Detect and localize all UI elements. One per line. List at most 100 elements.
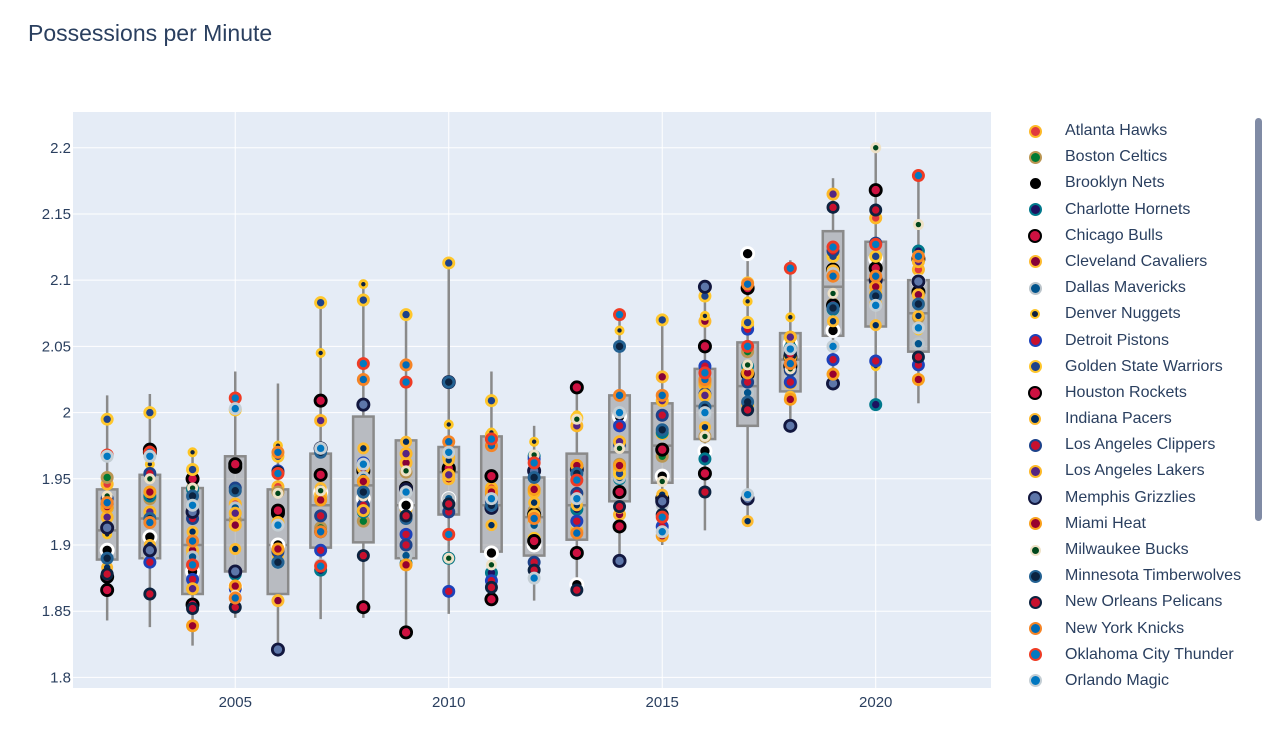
- data-point[interactable]: [143, 515, 157, 529]
- data-point[interactable]: [186, 463, 200, 477]
- data-point[interactable]: [911, 169, 925, 183]
- data-point[interactable]: [912, 309, 925, 322]
- data-point[interactable]: [142, 543, 157, 558]
- data-point[interactable]: [399, 509, 413, 523]
- data-point[interactable]: [570, 526, 584, 540]
- data-point[interactable]: [100, 551, 114, 565]
- data-point[interactable]: [399, 308, 413, 322]
- data-point[interactable]: [826, 187, 840, 201]
- data-point[interactable]: [783, 261, 797, 275]
- legend-item[interactable]: New Orleans Pelicans: [1020, 589, 1252, 615]
- data-point[interactable]: [399, 485, 413, 499]
- data-point[interactable]: [613, 459, 627, 473]
- data-point[interactable]: [143, 485, 157, 499]
- data-point[interactable]: [527, 571, 541, 585]
- data-point[interactable]: [827, 287, 839, 299]
- legend-item[interactable]: Houston Rockets: [1020, 380, 1252, 406]
- data-point[interactable]: [698, 485, 712, 499]
- data-point[interactable]: [228, 564, 243, 579]
- data-point[interactable]: [314, 414, 328, 428]
- data-point[interactable]: [783, 357, 797, 371]
- data-point[interactable]: [612, 519, 627, 534]
- data-point[interactable]: [911, 321, 925, 335]
- data-point[interactable]: [400, 465, 412, 477]
- data-point[interactable]: [699, 310, 710, 321]
- data-point[interactable]: [358, 279, 369, 290]
- data-point[interactable]: [399, 375, 413, 389]
- data-point[interactable]: [741, 277, 755, 291]
- data-point[interactable]: [869, 319, 882, 332]
- data-point[interactable]: [612, 485, 627, 500]
- data-point[interactable]: [783, 330, 797, 344]
- data-point[interactable]: [826, 367, 840, 381]
- legend-item[interactable]: Detroit Pistons: [1020, 328, 1252, 354]
- data-point[interactable]: [869, 298, 883, 312]
- data-point[interactable]: [442, 375, 456, 389]
- data-point[interactable]: [869, 237, 883, 251]
- data-point[interactable]: [698, 366, 712, 380]
- legend-item[interactable]: Chicago Bulls: [1020, 223, 1252, 249]
- data-point[interactable]: [314, 441, 328, 455]
- data-point[interactable]: [356, 600, 371, 615]
- data-point[interactable]: [356, 504, 370, 518]
- data-point[interactable]: [655, 388, 669, 402]
- data-point[interactable]: [314, 543, 328, 557]
- data-point[interactable]: [570, 514, 584, 528]
- data-point[interactable]: [870, 142, 882, 154]
- data-point[interactable]: [356, 372, 370, 386]
- data-point[interactable]: [741, 488, 755, 502]
- data-point[interactable]: [399, 447, 413, 461]
- data-point[interactable]: [228, 506, 242, 520]
- data-point[interactable]: [741, 316, 755, 330]
- data-point[interactable]: [911, 274, 926, 289]
- data-point[interactable]: [826, 339, 840, 353]
- data-point[interactable]: [741, 403, 755, 417]
- data-point[interactable]: [100, 470, 114, 484]
- legend-item[interactable]: Cleveland Cavaliers: [1020, 249, 1252, 275]
- data-point[interactable]: [869, 269, 883, 283]
- data-point[interactable]: [528, 496, 541, 509]
- data-point[interactable]: [785, 312, 796, 323]
- data-point[interactable]: [399, 358, 413, 372]
- data-point[interactable]: [698, 388, 712, 402]
- data-point[interactable]: [783, 375, 797, 389]
- data-point[interactable]: [442, 445, 456, 459]
- legend-item[interactable]: New York Knicks: [1020, 616, 1252, 642]
- data-point[interactable]: [656, 475, 668, 487]
- data-point[interactable]: [911, 350, 925, 364]
- data-point[interactable]: [655, 408, 669, 422]
- data-point[interactable]: [869, 398, 883, 412]
- legend-item[interactable]: Miami Heat: [1020, 511, 1252, 537]
- data-point[interactable]: [655, 525, 669, 539]
- data-point[interactable]: [697, 339, 712, 354]
- data-point[interactable]: [484, 580, 498, 594]
- legend-item[interactable]: Milwaukee Bucks: [1020, 537, 1252, 563]
- legend-item[interactable]: Indiana Pacers: [1020, 406, 1252, 432]
- data-point[interactable]: [270, 503, 285, 518]
- data-point[interactable]: [613, 406, 627, 420]
- data-point[interactable]: [143, 555, 157, 569]
- data-point[interactable]: [399, 538, 413, 552]
- legend-item[interactable]: Dallas Mavericks: [1020, 275, 1252, 301]
- data-point[interactable]: [911, 372, 925, 386]
- data-point[interactable]: [228, 391, 242, 405]
- data-point[interactable]: [655, 423, 669, 437]
- data-point[interactable]: [400, 435, 413, 448]
- data-point[interactable]: [869, 203, 883, 217]
- data-point[interactable]: [614, 442, 626, 454]
- data-point[interactable]: [271, 594, 285, 608]
- data-point[interactable]: [569, 545, 584, 560]
- data-point[interactable]: [356, 549, 370, 563]
- data-point[interactable]: [485, 519, 498, 532]
- data-point[interactable]: [315, 347, 326, 358]
- data-point[interactable]: [271, 445, 285, 459]
- data-point[interactable]: [442, 435, 456, 449]
- data-point[interactable]: [912, 219, 924, 231]
- data-point[interactable]: [356, 457, 370, 471]
- data-point[interactable]: [697, 279, 712, 294]
- data-point[interactable]: [527, 482, 541, 496]
- data-point[interactable]: [100, 496, 114, 510]
- data-point[interactable]: [911, 337, 925, 351]
- data-point[interactable]: [313, 393, 328, 408]
- data-point[interactable]: [186, 534, 200, 548]
